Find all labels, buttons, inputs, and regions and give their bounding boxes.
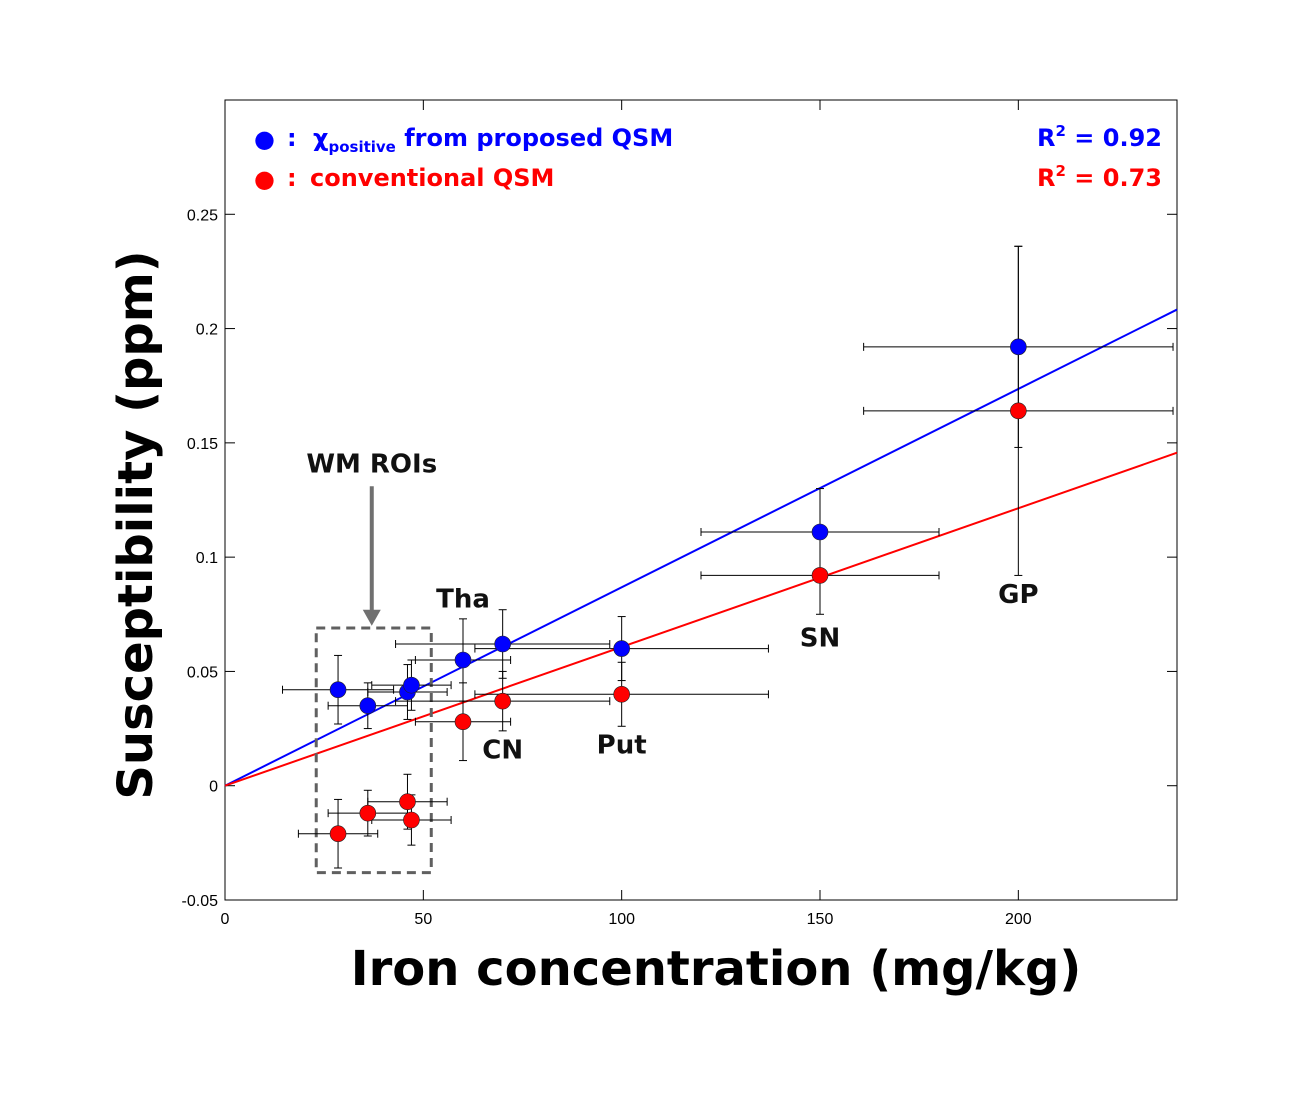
x-axis-title: Iron concentration (mg/kg) — [351, 941, 1082, 997]
y-tick-label: 0.25 — [187, 207, 218, 224]
annotation-gp: GP — [998, 580, 1038, 610]
data-point-red — [329, 825, 347, 843]
data-point-blue — [1010, 338, 1027, 356]
legend-chi: χ — [313, 124, 328, 152]
legend-label-blue: χpositive from proposed QSM — [313, 124, 673, 156]
x-tick-label: 100 — [608, 911, 635, 928]
plot-area — [224, 99, 1178, 901]
r2-blue-value: = 0.92 — [1066, 124, 1162, 152]
data-point-blue — [811, 523, 829, 541]
y-tick-label: 0.15 — [187, 436, 218, 453]
x-tick-label: 200 — [1005, 911, 1032, 928]
y-tick-label: 0.2 — [196, 322, 218, 339]
data-point-red — [399, 793, 416, 811]
annotation-sn: SN — [800, 623, 841, 653]
data-point-red — [454, 713, 472, 731]
y-tick-label: -0.05 — [182, 893, 219, 910]
y-tick-label: 0.1 — [196, 550, 218, 567]
data-point-red — [494, 692, 511, 710]
y-axis-title: Susceptibility (ppm) — [108, 250, 164, 799]
annotations: Tha CN Put SN GP WM ROIs — [306, 450, 1038, 766]
x-tick-label: 50 — [414, 911, 432, 928]
annotation-wm-rois: WM ROIs — [306, 450, 437, 480]
y-tick-label: 0 — [209, 779, 218, 796]
x-tick-label: 150 — [807, 911, 834, 928]
data-point-red — [1010, 402, 1027, 420]
data-point-blue — [403, 676, 420, 694]
annotation-cn: CN — [482, 735, 523, 765]
data-point-red — [403, 811, 420, 829]
data-point-blue — [494, 635, 511, 653]
data-points — [329, 338, 1027, 843]
data-point-red — [811, 567, 829, 584]
r2-red-r: R — [1037, 164, 1055, 192]
data-point-red — [359, 804, 377, 822]
data-point-blue — [454, 651, 472, 669]
r2-red-value: = 0.73 — [1066, 164, 1162, 192]
legend-sep-red: : — [287, 164, 297, 192]
legend-rest: from proposed QSM — [396, 124, 673, 152]
x-tick-label: 0 — [221, 911, 230, 928]
legend-marker-red: ● — [254, 165, 275, 193]
annotation-tha: Tha — [436, 584, 490, 614]
legend-subscript: positive — [328, 138, 395, 156]
legend-sep-blue: : — [287, 124, 297, 152]
data-point-blue — [359, 697, 377, 715]
legend: ● : χpositive from proposed QSM ● : conv… — [254, 124, 673, 193]
wm-roi-box — [314, 486, 433, 875]
legend-label-red: conventional QSM — [310, 164, 554, 192]
r2-blue: R2 = 0.92 — [1037, 122, 1162, 152]
annotation-put: Put — [597, 731, 647, 761]
r2-red: R2 = 0.73 — [1037, 162, 1162, 192]
data-point-blue — [613, 640, 630, 657]
r2-blue-r: R — [1037, 124, 1055, 152]
legend-marker-blue: ● — [254, 125, 275, 153]
roi-arrow-head — [362, 609, 381, 626]
r2-blue-sup: 2 — [1056, 122, 1066, 140]
r2-red-sup: 2 — [1056, 162, 1066, 180]
y-tick-label: 0.05 — [187, 664, 218, 681]
data-point-red — [613, 685, 630, 703]
data-point-blue — [329, 681, 347, 699]
